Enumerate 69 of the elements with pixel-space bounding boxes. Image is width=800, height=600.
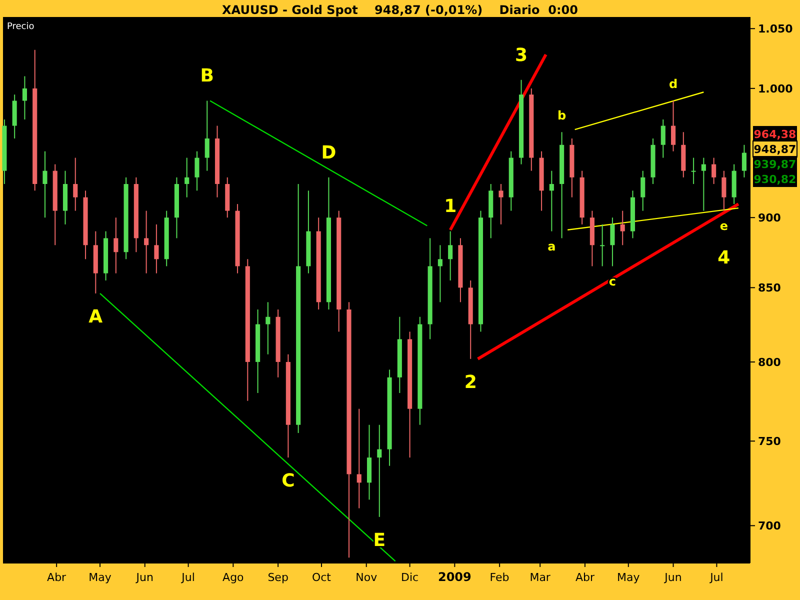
x-tick-label: Oct xyxy=(312,571,332,584)
x-tick-label: Jul xyxy=(709,571,724,584)
annotation: B xyxy=(200,66,214,87)
annotation: C xyxy=(282,470,295,492)
candlestick xyxy=(660,118,666,158)
candlestick xyxy=(114,217,118,274)
text: 930,82 xyxy=(754,173,796,186)
candlestick xyxy=(610,217,615,267)
candlestick xyxy=(73,157,78,212)
x-tick-label: Jun xyxy=(135,571,154,584)
text: 939,87 xyxy=(754,158,796,171)
candlestick xyxy=(22,76,27,120)
x-tick-label: Feb xyxy=(490,571,510,584)
candlestick xyxy=(42,150,48,218)
annotation: d xyxy=(668,77,678,92)
x-tick-label: Abr xyxy=(575,571,595,584)
candlestick xyxy=(204,100,210,172)
x-tick-label: May xyxy=(617,571,640,584)
candlestick xyxy=(691,157,696,184)
annotation: E xyxy=(373,530,386,551)
x-tick-label: Dic xyxy=(401,571,419,584)
candlestick xyxy=(640,170,646,212)
candlestick xyxy=(356,408,362,509)
x-tick-label: Mar xyxy=(530,571,551,584)
candlestick xyxy=(701,157,706,212)
candlestick xyxy=(620,210,625,246)
y-tick-label: 700 xyxy=(758,520,782,533)
annotation: 3 xyxy=(515,44,528,66)
text: 964,38 xyxy=(754,128,796,141)
y-tick-label: 850 xyxy=(758,282,782,295)
annotation: 2 xyxy=(464,372,477,393)
candlestick xyxy=(742,144,746,178)
x-tick-label: Abr xyxy=(47,571,67,584)
annotation: 1 xyxy=(444,196,457,218)
x-tick-label: Jun xyxy=(664,571,682,584)
candlestick xyxy=(438,244,442,303)
annotation: D xyxy=(321,142,336,164)
candlestick xyxy=(600,224,605,267)
y-tick-label: 800 xyxy=(758,356,782,369)
chart-title: XAUUSD - Gold Spot 948,87 (-0,01%) Diario 0:00 xyxy=(222,3,578,17)
x-tick-label: 2009 xyxy=(438,570,472,584)
y-axis-title: Precio xyxy=(7,22,35,32)
annotation: 4 xyxy=(718,248,730,269)
annotation: A xyxy=(88,306,103,328)
text: 948,87 xyxy=(754,143,796,156)
x-tick-label: Ago xyxy=(222,571,244,584)
candlestick xyxy=(722,170,726,212)
annotation: b xyxy=(558,108,567,122)
x-tick-label: Jul xyxy=(180,571,195,584)
candlestick xyxy=(154,224,159,274)
candlestick xyxy=(498,184,504,225)
y-tick-label: 750 xyxy=(758,435,782,448)
x-tick-label: Nov xyxy=(356,571,378,584)
candlestick xyxy=(194,150,200,192)
x-tick-label: May xyxy=(88,571,112,584)
candlestick xyxy=(670,100,676,152)
annotation: e xyxy=(720,219,728,234)
candlestick xyxy=(144,210,149,274)
x-tick-label: Sep xyxy=(268,571,288,584)
y-tick-label: 1.050 xyxy=(758,22,794,36)
y-tick-label: 900 xyxy=(758,212,782,225)
candlestick xyxy=(712,157,716,184)
candlestick xyxy=(266,302,270,355)
candlestick xyxy=(377,424,382,518)
y-tick-label: 1.000 xyxy=(758,82,794,96)
candlestick xyxy=(448,230,453,281)
candlestick xyxy=(184,157,190,198)
annotation: a xyxy=(548,240,556,254)
candlestick xyxy=(549,170,554,232)
